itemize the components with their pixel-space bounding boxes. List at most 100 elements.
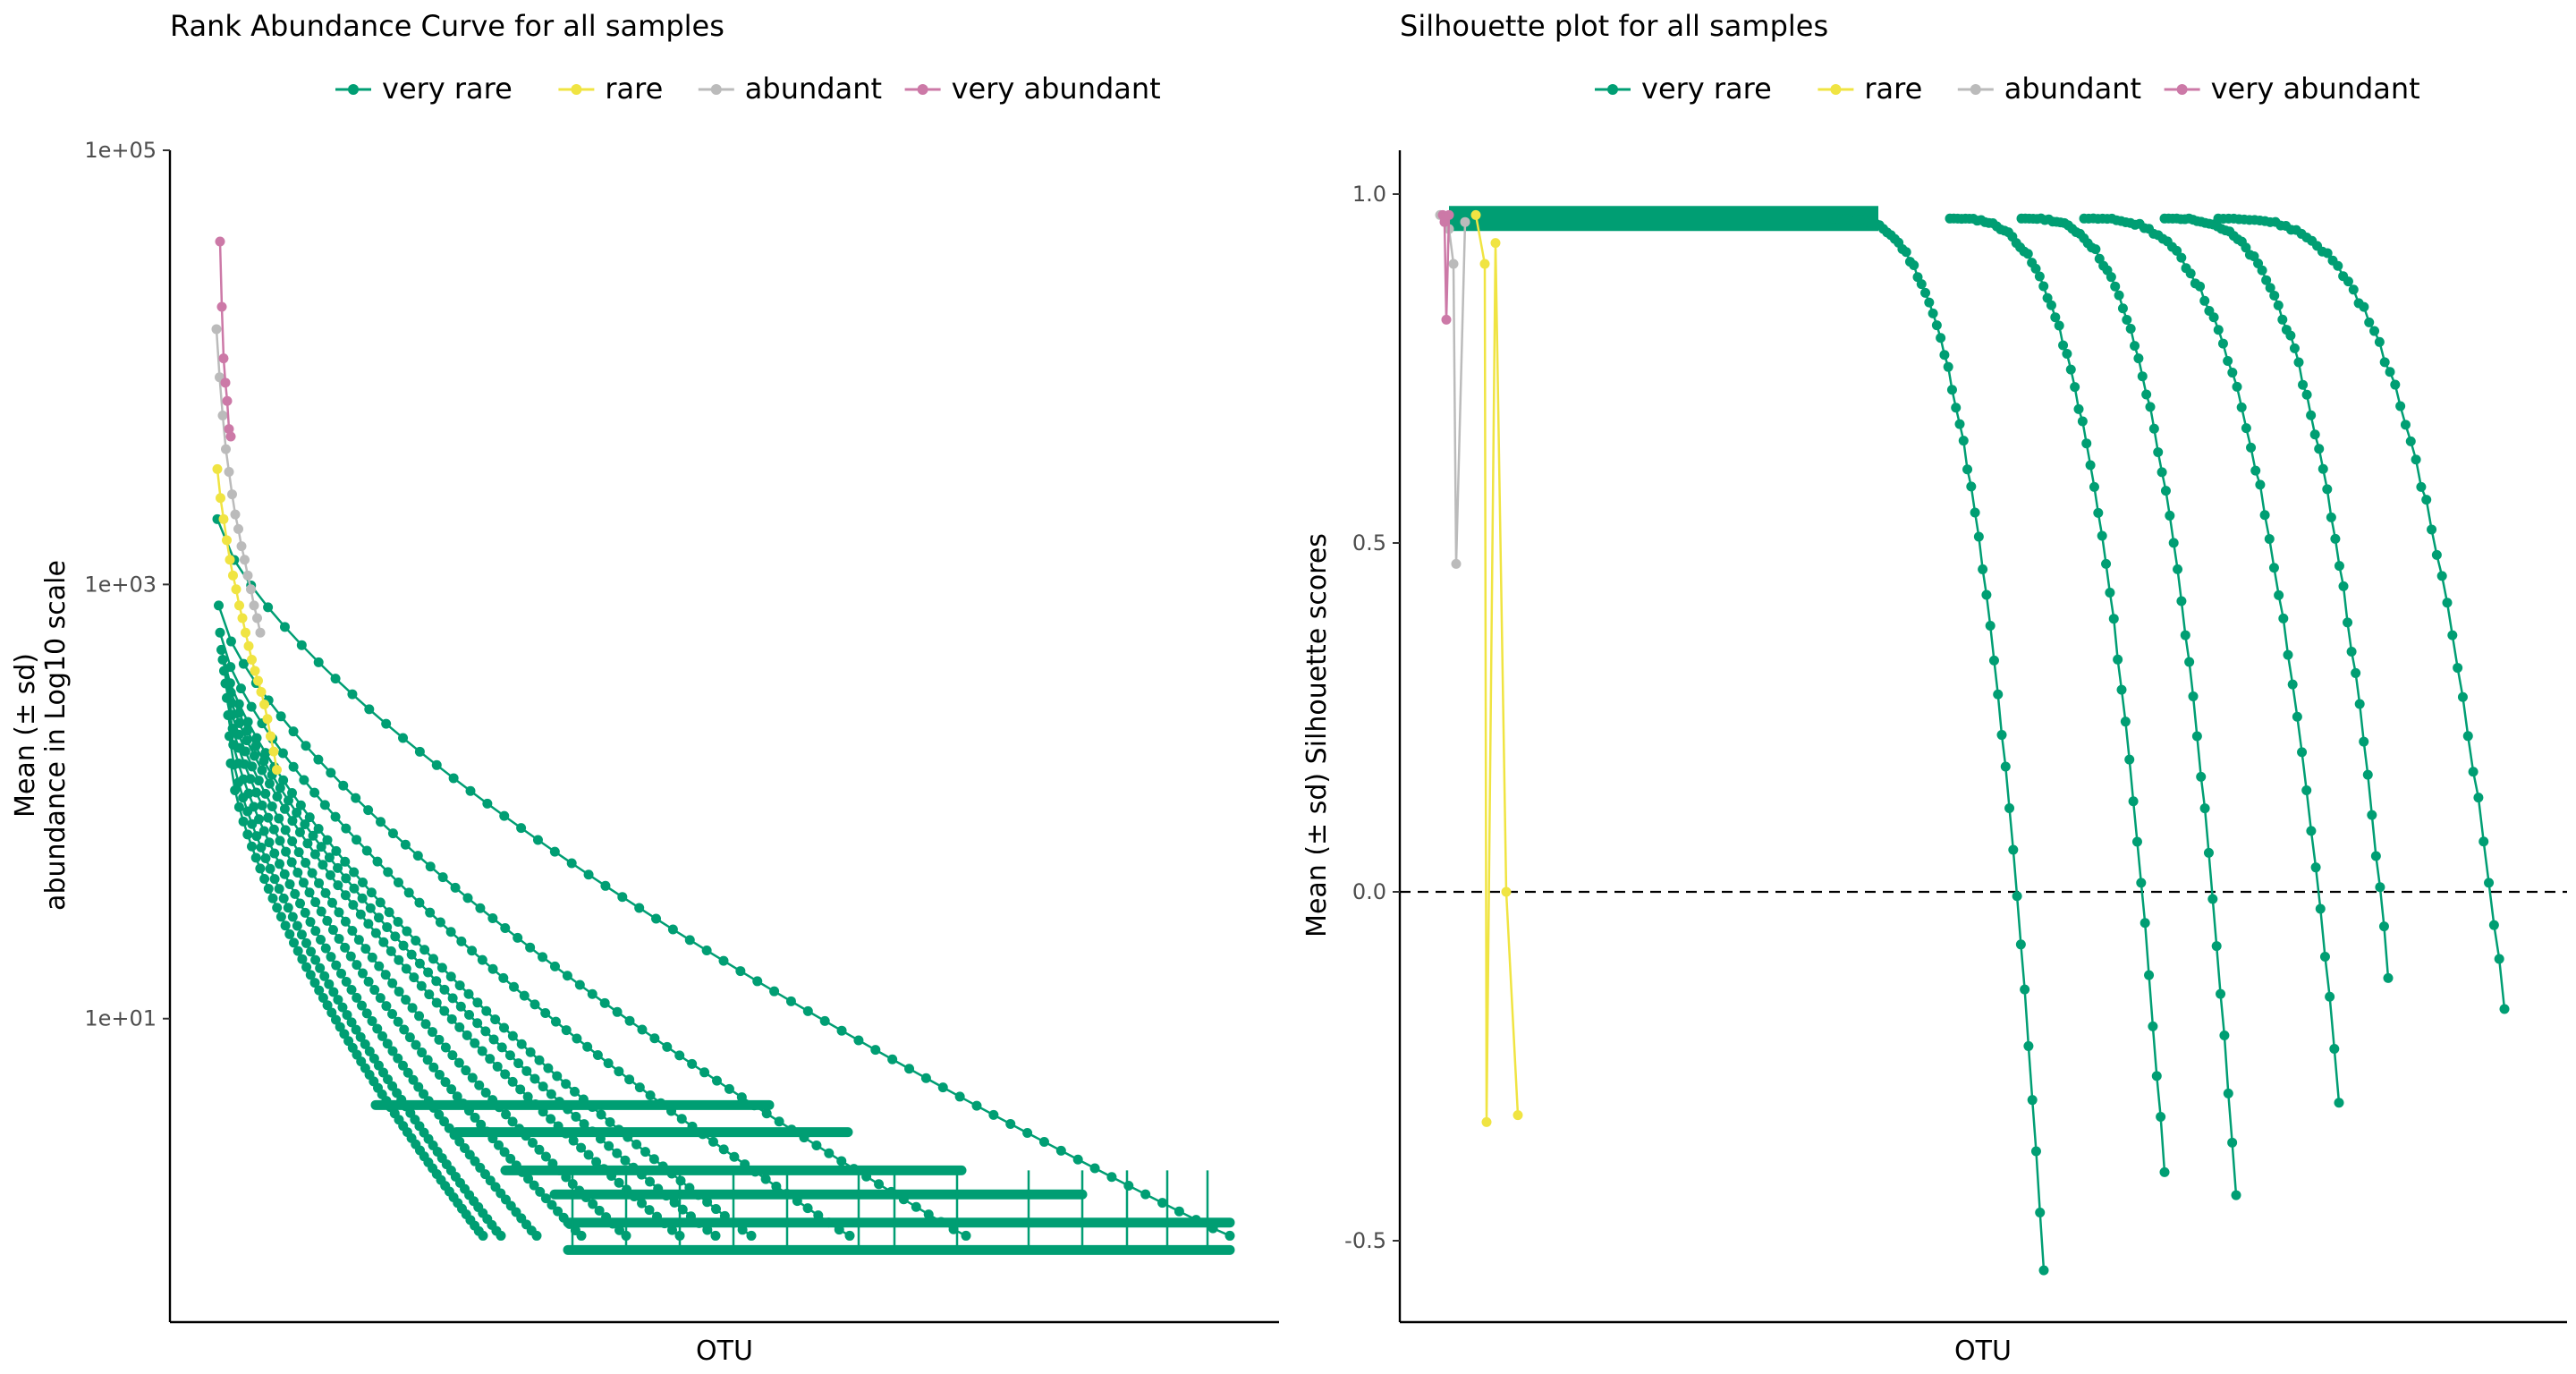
data-point-rare <box>1470 209 1481 220</box>
data-point-very-rare <box>267 801 277 811</box>
data-point-very-rare <box>687 1058 698 1069</box>
data-point-very-rare <box>496 1042 507 1053</box>
data-point-very-rare <box>2023 1040 2034 1051</box>
data-point-rare <box>218 513 229 524</box>
data-point-very-rare <box>532 835 543 845</box>
data-point-very-rare <box>424 989 435 1000</box>
data-point-very-rare <box>2184 657 2195 667</box>
data-point-very-rare <box>701 946 712 956</box>
data-point-very-rare <box>2333 260 2343 271</box>
data-point-very-rare <box>522 1091 533 1102</box>
data-point-very-rare <box>920 1073 931 1083</box>
data-point-very-rare <box>2457 691 2468 702</box>
data-point-very-rare <box>267 893 278 903</box>
data-point-very-rare <box>1958 436 1969 446</box>
legend-label: rare <box>1864 72 1922 106</box>
data-point-very-rare <box>2416 481 2427 492</box>
data-point-very-rare <box>377 1030 387 1041</box>
data-point-very-rare <box>242 806 253 817</box>
data-point-very-rare <box>462 1030 472 1040</box>
data-point-very-rare <box>2231 1190 2241 1200</box>
data-point-very-rare <box>1224 1230 1235 1241</box>
data-point-very-rare <box>711 1204 721 1215</box>
data-point-rare <box>231 584 242 595</box>
data-point-very-rare <box>314 985 325 996</box>
data-point-very-rare <box>380 970 391 980</box>
data-point-very-rare <box>2309 429 2320 440</box>
data-point-very-rare <box>352 960 362 971</box>
data-point-very-rare <box>326 897 337 908</box>
data-point-very-rare <box>470 1038 480 1048</box>
data-point-very-rare <box>349 883 360 894</box>
legend-label: very rare <box>1641 72 1772 106</box>
data-point-very-rare <box>2370 851 2381 861</box>
data-point-very-rare <box>2259 510 2270 521</box>
data-point-very-rare <box>288 726 299 737</box>
data-point-very-rare <box>591 1157 602 1167</box>
data-point-very-rare <box>330 811 341 822</box>
data-point-very-rare <box>648 1154 659 1165</box>
data-point-very-rare <box>662 1041 673 1052</box>
data-point-very-rare <box>2261 275 2272 285</box>
data-point-very-rare <box>439 1005 450 1016</box>
data-point-very-rare <box>2195 281 2206 292</box>
data-point-very-abundant <box>218 353 229 364</box>
data-point-very-rare <box>219 666 229 676</box>
data-point-very-rare <box>352 835 362 845</box>
data-point-very-rare <box>501 1109 512 1120</box>
data-point-very-rare <box>535 1186 546 1197</box>
data-point-very-rare <box>2165 510 2175 521</box>
data-point-very-rare <box>1973 531 1984 542</box>
data-point-very-rare <box>434 1069 445 1080</box>
data-point-very-rare <box>2223 356 2233 367</box>
data-point-very-rare <box>352 992 362 1003</box>
data-point-very-rare <box>465 785 476 796</box>
data-point-very-rare <box>310 954 321 965</box>
data-point-very-rare <box>440 1042 451 1053</box>
data-point-very-rare <box>760 1174 771 1184</box>
data-point-very-rare <box>887 1054 898 1064</box>
data-point-very-rare <box>651 913 662 924</box>
data-point-very-rare <box>247 841 257 852</box>
data-point-very-rare <box>2289 343 2300 353</box>
data-point-very-rare <box>710 1230 721 1241</box>
data-point-very-rare <box>349 867 360 878</box>
data-point-very-rare <box>364 1046 375 1056</box>
data-point-rare <box>241 627 250 638</box>
data-point-very-rare <box>2297 747 2308 758</box>
data-point-very-rare <box>507 1116 518 1127</box>
data-point-very-rare <box>552 1071 563 1081</box>
legend-label: very rare <box>382 72 513 106</box>
legend-key-point <box>1607 84 1618 95</box>
data-point-very-rare <box>2157 467 2167 478</box>
data-point-very-rare <box>2153 446 2164 457</box>
data-point-very-rare <box>431 759 442 770</box>
data-point-very-rare <box>367 952 377 963</box>
data-point-very-rare <box>375 897 386 908</box>
data-point-very-rare <box>961 1230 971 1241</box>
data-point-very-rare <box>225 636 236 647</box>
data-point-very-rare <box>2120 717 2131 727</box>
data-point-very-rare <box>394 954 404 965</box>
data-point-very-rare <box>2000 761 2011 772</box>
data-point-very-rare <box>811 1140 822 1150</box>
data-point-very-rare <box>562 971 572 981</box>
data-point-very-rare <box>2375 882 2385 893</box>
data-point-very-rare <box>316 842 326 852</box>
data-point-very-rare <box>2034 271 2045 282</box>
data-point-very-rare <box>634 1082 645 1093</box>
data-point-very-rare <box>348 900 359 911</box>
data-point-very-rare <box>490 1014 501 1025</box>
data-point-very-rare <box>322 915 333 926</box>
data-point-very-rare <box>637 1024 648 1035</box>
right-y-tick-label: 0.5 <box>1352 530 1386 556</box>
data-point-very-rare <box>235 683 246 694</box>
data-point-rare <box>228 570 238 581</box>
data-point-very-rare <box>2101 558 2112 569</box>
data-point-rare <box>268 746 279 757</box>
data-point-very-rare <box>2273 300 2284 310</box>
legend-key-point <box>1970 84 1981 95</box>
data-point-very-rare <box>1916 279 1927 290</box>
data-point-very-rare <box>279 869 290 879</box>
data-point-very-rare <box>1966 481 1977 492</box>
